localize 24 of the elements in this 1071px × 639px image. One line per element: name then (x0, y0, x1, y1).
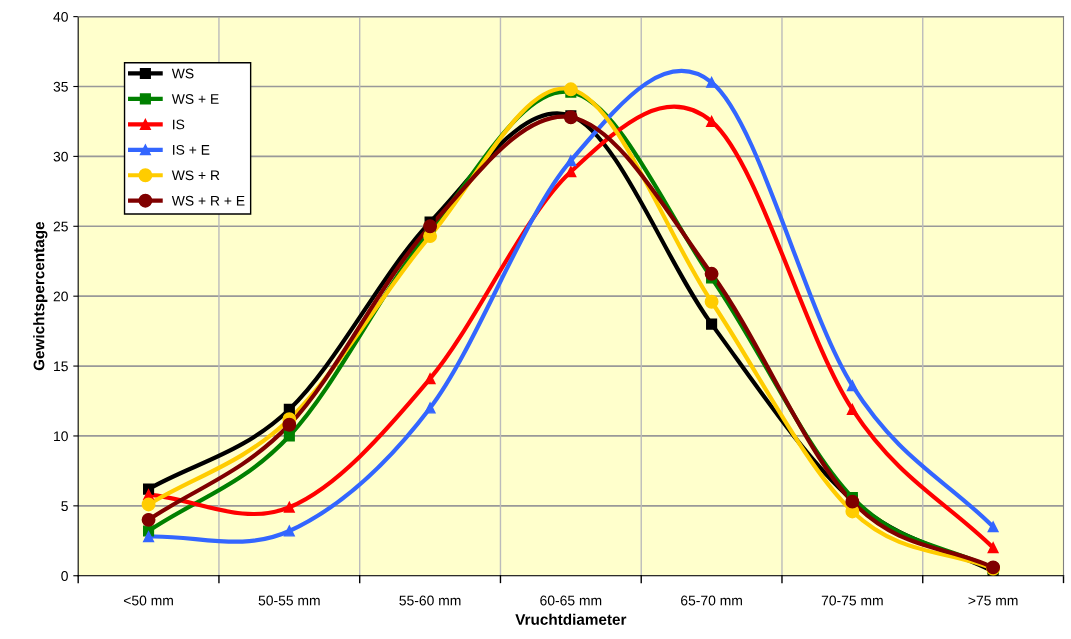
x-tick-label: >75 mm (968, 595, 1018, 606)
x-tick-label: 65-70 mm (681, 595, 742, 606)
y-tick-label: 10 (54, 431, 68, 442)
legend-label: WS + E (171, 94, 219, 104)
legend-label: WS + R + E (171, 195, 245, 206)
legend-label: IS + E (173, 144, 210, 155)
x-tick-label: 55-60 mm (399, 595, 461, 606)
legend-label: WS + R (171, 170, 220, 181)
y-tick-label: 15 (54, 361, 68, 372)
x-tick-label: 50-55 mm (258, 595, 320, 606)
y-tick-label: 20 (53, 291, 68, 302)
legend-label: WS (171, 68, 194, 79)
y-tick-label: 5 (61, 501, 68, 512)
y-tick-label: 0 (61, 571, 68, 581)
x-tick-label: 60-65 mm (540, 595, 602, 606)
x-tick-label: <50 mm (123, 595, 173, 606)
y-tick-label: 40 (53, 11, 68, 22)
y-tick-label: 35 (53, 81, 68, 92)
legend-label: IS (173, 119, 185, 130)
y-tick-label: 25 (53, 221, 68, 232)
x-axis-title: Vruchtdiameter (515, 613, 627, 625)
y-tick-label: 30 (53, 151, 68, 162)
y-axis-title: Gewichtspercentage (33, 221, 48, 371)
x-tick-label: 70-75 mm (821, 595, 883, 606)
